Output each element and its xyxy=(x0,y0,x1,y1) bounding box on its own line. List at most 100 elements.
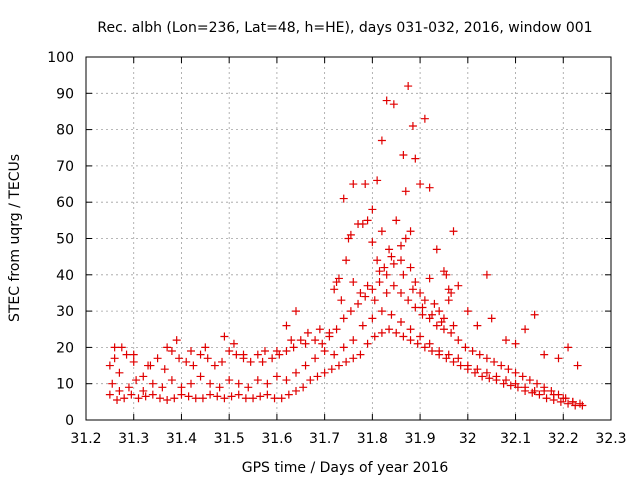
data-point xyxy=(454,336,463,345)
x-tick-label: 31.6 xyxy=(261,431,292,447)
data-point xyxy=(428,347,437,356)
data-point xyxy=(416,332,425,341)
data-point xyxy=(406,325,415,334)
data-point xyxy=(311,336,320,345)
data-point xyxy=(573,361,582,370)
data-point xyxy=(411,154,420,163)
x-tick-label: 31.3 xyxy=(118,431,149,447)
data-point xyxy=(382,270,391,279)
data-point xyxy=(554,354,563,363)
data-point xyxy=(473,365,482,374)
data-point xyxy=(301,361,310,370)
data-point xyxy=(330,350,339,359)
data-point xyxy=(497,361,506,370)
data-point xyxy=(332,278,341,287)
data-point xyxy=(134,394,143,403)
data-point xyxy=(342,357,351,366)
data-point xyxy=(356,350,365,359)
data-point xyxy=(418,303,427,312)
data-point xyxy=(385,245,394,254)
data-point xyxy=(139,386,148,395)
data-point xyxy=(187,379,195,388)
y-tick-label: 90 xyxy=(56,86,74,102)
data-point xyxy=(444,350,453,359)
data-point xyxy=(456,361,465,370)
data-point xyxy=(447,328,456,337)
data-point xyxy=(387,310,396,319)
data-point xyxy=(478,372,487,381)
data-point xyxy=(575,399,584,408)
data-point xyxy=(318,339,327,348)
data-point xyxy=(375,278,384,287)
data-point xyxy=(430,299,439,308)
data-point xyxy=(382,288,391,297)
data-point xyxy=(439,325,448,334)
data-point xyxy=(533,379,542,388)
data-point xyxy=(234,379,243,388)
data-point xyxy=(463,361,472,370)
data-point xyxy=(292,368,300,377)
x-tick-label: 31.5 xyxy=(214,431,245,447)
data-point xyxy=(511,339,520,348)
data-point xyxy=(277,394,286,403)
data-point xyxy=(521,325,530,334)
data-point xyxy=(284,390,293,399)
data-point xyxy=(272,372,281,381)
data-point xyxy=(413,339,422,348)
data-point xyxy=(356,288,365,297)
data-point xyxy=(416,288,425,297)
data-point xyxy=(292,307,300,316)
data-point xyxy=(246,357,255,366)
data-point xyxy=(387,252,396,261)
data-point xyxy=(406,227,415,236)
x-tick-label: 32 xyxy=(459,431,477,447)
data-point xyxy=(220,332,229,341)
data-point xyxy=(339,314,348,323)
data-point xyxy=(358,321,367,330)
data-point xyxy=(392,216,401,225)
data-point xyxy=(406,336,415,345)
data-point xyxy=(564,399,573,408)
data-point xyxy=(296,336,305,345)
data-point xyxy=(349,180,358,189)
data-point xyxy=(401,187,410,196)
data-point xyxy=(485,374,494,383)
axis-ticks: 31.2 31.3 31.4 31.5 31.6 31.7 31.8 31.9 32 32.1 32… xyxy=(47,50,626,447)
data-point xyxy=(549,390,558,399)
data-point xyxy=(377,227,386,236)
data-point xyxy=(468,347,477,356)
data-point xyxy=(373,176,382,185)
y-tick-label: 30 xyxy=(56,304,74,320)
data-point xyxy=(144,361,153,370)
data-point xyxy=(420,343,429,352)
data-point xyxy=(521,383,530,392)
data-point xyxy=(272,347,281,356)
data-point xyxy=(399,151,408,160)
data-point xyxy=(182,357,191,366)
x-tick-label: 32.1 xyxy=(500,431,531,447)
data-point xyxy=(339,194,348,203)
data-point xyxy=(518,372,527,381)
data-point xyxy=(342,256,351,265)
y-axis-label: STEC from uqrg / TECUs xyxy=(7,154,23,322)
x-axis-label: GPS time / Days of year 2016 xyxy=(242,460,449,476)
data-point xyxy=(256,392,265,401)
x-tick-label: 32.2 xyxy=(548,431,579,447)
data-point xyxy=(244,383,253,392)
data-point xyxy=(129,357,138,366)
data-point xyxy=(397,288,405,297)
data-point xyxy=(389,281,398,290)
data-point xyxy=(108,379,117,388)
data-point xyxy=(411,303,420,312)
data-point xyxy=(559,394,568,403)
data-point xyxy=(339,343,348,352)
data-point xyxy=(420,296,429,305)
data-point xyxy=(408,121,417,130)
data-point xyxy=(370,332,379,341)
data-point xyxy=(113,396,122,405)
data-point xyxy=(203,354,212,363)
data-point xyxy=(122,350,131,359)
data-point xyxy=(282,321,291,330)
data-point xyxy=(303,328,312,337)
data-point xyxy=(201,343,210,352)
